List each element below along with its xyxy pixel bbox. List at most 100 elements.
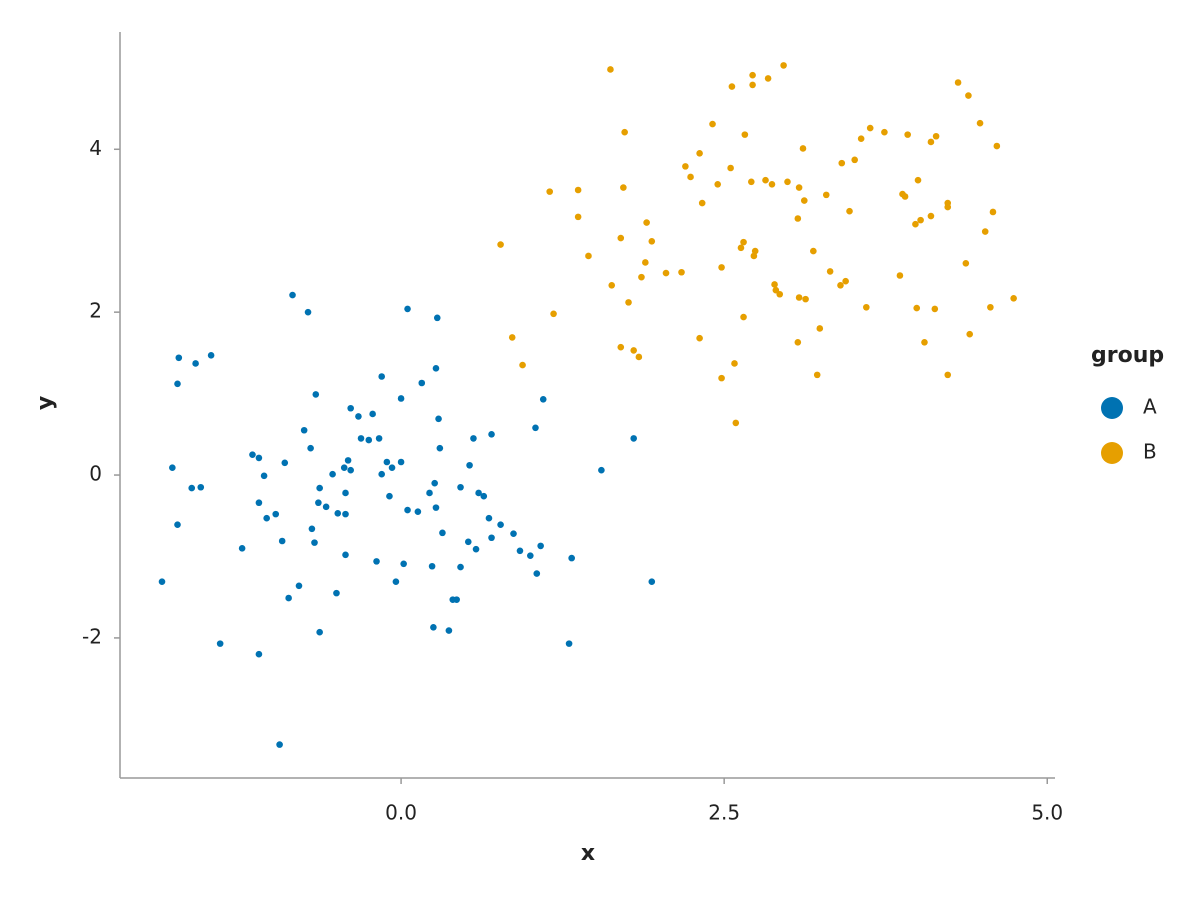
point [263,514,270,522]
point [428,562,436,570]
point [800,197,808,204]
point [638,273,645,281]
point [304,308,312,316]
point [355,413,362,420]
point [397,395,405,402]
point [816,325,824,332]
point [276,741,283,748]
point [914,176,922,184]
point [533,570,541,577]
legend-swatch [1101,397,1123,419]
point [342,551,349,559]
point [718,374,725,382]
x-tick-label: 0.0 [385,801,417,825]
point [904,131,911,138]
point [768,180,776,188]
point [795,184,803,191]
point [386,492,393,500]
point [987,303,994,311]
point [445,627,453,634]
point [932,132,940,140]
point [480,492,488,500]
point [537,542,544,550]
point [944,371,952,379]
x-axis-title: x [581,841,595,866]
point [281,459,289,467]
point [329,470,336,478]
point [962,259,970,267]
point [912,220,919,228]
point [497,241,504,248]
point [307,444,314,452]
point [432,504,440,511]
point [342,489,349,497]
point [976,119,984,127]
point [344,457,352,464]
point [333,589,340,597]
point [295,582,303,590]
point [981,228,989,235]
point [921,338,928,346]
point [378,470,385,478]
point [158,578,166,586]
y-axis-title: y [33,396,58,410]
point [740,313,747,321]
point [927,138,935,146]
point [316,484,323,492]
point [315,499,322,507]
point [678,268,685,276]
point [285,594,292,602]
point [635,353,643,361]
point [749,71,756,79]
point [630,347,638,354]
point [453,596,460,603]
point [866,124,874,132]
point [780,62,787,69]
point [737,244,745,252]
legend-title: group [1091,343,1164,368]
point [749,81,756,89]
point [620,184,627,191]
point [762,176,769,184]
point [810,247,817,255]
point [931,305,939,313]
point [896,272,904,279]
point [648,578,656,586]
point [881,128,888,136]
point [913,304,921,312]
point [771,281,778,288]
point [519,361,526,369]
point [475,489,482,497]
point [732,419,740,427]
point [488,431,495,438]
point [718,264,725,271]
point [901,193,909,200]
point [574,186,582,194]
y-tick-label: 2 [89,299,102,323]
point [418,379,426,387]
point [568,554,575,562]
point [432,365,440,372]
point [727,164,734,172]
point [470,435,477,442]
point [617,343,625,351]
point [794,215,802,222]
point [342,510,349,518]
point [289,291,296,299]
point [851,156,858,164]
point [400,560,407,568]
point [764,75,772,82]
point [312,391,320,398]
point [472,545,480,553]
point [585,252,592,260]
point [696,334,703,342]
point [822,191,830,199]
point [748,178,755,186]
x-tick-label: 5.0 [1031,801,1063,825]
point [175,354,183,362]
point [532,424,539,432]
point [316,628,323,636]
point [485,514,493,522]
point [625,299,632,306]
point [383,458,391,466]
